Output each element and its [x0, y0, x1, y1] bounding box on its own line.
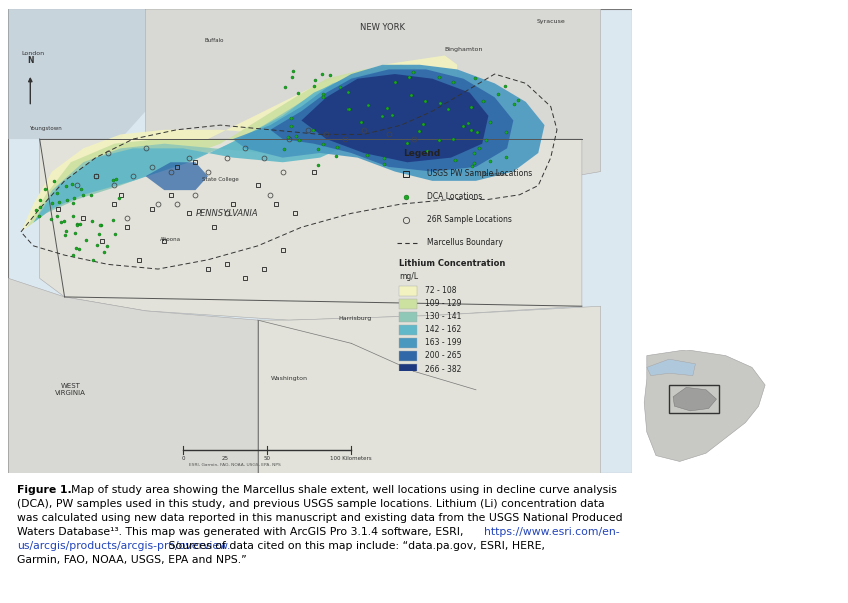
- Polygon shape: [33, 74, 388, 223]
- Polygon shape: [258, 306, 600, 473]
- Text: WEST
VIRGINIA: WEST VIRGINIA: [55, 384, 86, 396]
- Polygon shape: [647, 359, 695, 376]
- Text: Binghamton: Binghamton: [444, 47, 483, 52]
- Polygon shape: [8, 9, 146, 139]
- Polygon shape: [27, 65, 420, 227]
- Text: Figure 1.: Figure 1.: [17, 485, 72, 496]
- Text: https://www.esri.com/en-: https://www.esri.com/en-: [484, 527, 620, 537]
- Text: 72 - 108: 72 - 108: [425, 286, 456, 295]
- Text: N: N: [27, 55, 34, 65]
- Text: 200 - 265: 200 - 265: [425, 352, 461, 361]
- Polygon shape: [673, 387, 717, 411]
- Polygon shape: [146, 9, 600, 186]
- Text: Syracuse: Syracuse: [536, 19, 565, 24]
- Bar: [399, 364, 417, 374]
- Text: was calculated using new data reported in this manuscript and existing data from: was calculated using new data reported i…: [17, 513, 622, 523]
- Bar: [399, 286, 417, 295]
- Bar: [399, 298, 417, 309]
- Text: 163 - 199: 163 - 199: [425, 338, 461, 347]
- Text: Garmin, FAO, NOAA, USGS, EPA and NPS.”: Garmin, FAO, NOAA, USGS, EPA and NPS.”: [17, 555, 247, 565]
- Text: 142 - 162: 142 - 162: [425, 326, 461, 334]
- Polygon shape: [8, 279, 258, 473]
- Text: Legend: Legend: [403, 148, 440, 157]
- Text: mg/L: mg/L: [399, 273, 418, 282]
- Polygon shape: [21, 55, 457, 232]
- Text: Altoona: Altoona: [160, 237, 181, 242]
- Bar: [399, 325, 417, 335]
- Text: Sources of data cited on this map include: “data.pa.gov, ESRI, HERE,: Sources of data cited on this map includ…: [165, 541, 545, 551]
- Text: Harrisburg: Harrisburg: [339, 316, 372, 321]
- Polygon shape: [233, 65, 544, 181]
- Bar: [399, 351, 417, 361]
- Text: Lithium Concentration: Lithium Concentration: [399, 259, 505, 268]
- Text: State College: State College: [202, 177, 239, 182]
- Text: Washington: Washington: [271, 376, 308, 382]
- Bar: [399, 338, 417, 348]
- Text: 130 - 141: 130 - 141: [425, 312, 461, 321]
- Text: us/arcgis/products/arcgis-pro/overview.: us/arcgis/products/arcgis-pro/overview.: [17, 541, 231, 551]
- Bar: [669, 385, 719, 413]
- Text: 50: 50: [264, 456, 271, 461]
- Text: Youngstown: Youngstown: [30, 126, 62, 131]
- Text: NEW YORK: NEW YORK: [360, 23, 405, 32]
- Text: 25: 25: [221, 456, 229, 461]
- Polygon shape: [40, 139, 582, 320]
- Text: Buffalo: Buffalo: [204, 37, 224, 43]
- Text: ESRI, Garmin, FAO, NOAA, USGS, EPA, NPS: ESRI, Garmin, FAO, NOAA, USGS, EPA, NPS: [189, 463, 281, 467]
- Polygon shape: [33, 69, 401, 223]
- Polygon shape: [301, 74, 488, 162]
- Text: Scranton: Scranton: [483, 172, 507, 177]
- Text: PENNSYLVANIA: PENNSYLVANIA: [195, 209, 258, 218]
- Text: 100 Kilometers: 100 Kilometers: [331, 456, 372, 461]
- Polygon shape: [146, 162, 208, 190]
- Text: 109 - 129: 109 - 129: [425, 299, 461, 308]
- Text: (DCA), PW samples used in this study, and previous USGS sample locations. Lithiu: (DCA), PW samples used in this study, an…: [17, 499, 605, 510]
- Text: USGS PW Sample Locations: USGS PW Sample Locations: [427, 169, 532, 178]
- Text: 266 - 382: 266 - 382: [425, 364, 461, 373]
- Text: Map of study area showing the Marcellus shale extent, well locations using in de: Map of study area showing the Marcellus …: [64, 485, 616, 496]
- Text: 26R Sample Locations: 26R Sample Locations: [427, 215, 511, 224]
- Text: London: London: [21, 51, 44, 57]
- Polygon shape: [271, 69, 513, 171]
- Bar: [399, 312, 417, 322]
- Text: 0: 0: [181, 456, 185, 461]
- Text: Waters Database¹³. This map was generated with ArcGIS Pro 3.1.4 software, ESRI,: Waters Database¹³. This map was generate…: [17, 527, 467, 537]
- Text: Marcellus Boundary: Marcellus Boundary: [427, 238, 502, 247]
- Polygon shape: [644, 350, 765, 461]
- Text: DCA Locations: DCA Locations: [427, 192, 482, 201]
